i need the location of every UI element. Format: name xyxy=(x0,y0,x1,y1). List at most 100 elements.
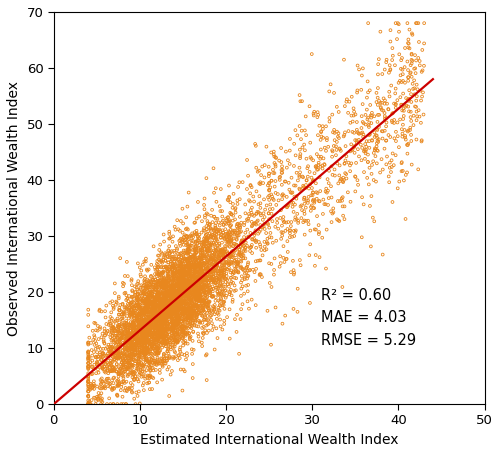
Point xyxy=(168,327,176,334)
Point xyxy=(145,301,153,309)
Point xyxy=(194,278,202,285)
Point xyxy=(154,323,162,330)
Point xyxy=(159,269,167,276)
Point xyxy=(173,293,181,300)
Point xyxy=(198,288,205,296)
Point xyxy=(176,289,184,296)
Point xyxy=(182,276,190,283)
Point xyxy=(205,262,213,269)
Point xyxy=(161,281,169,288)
Point xyxy=(194,240,202,247)
Point xyxy=(226,253,234,261)
Point xyxy=(162,264,170,271)
Point xyxy=(189,254,197,261)
Point xyxy=(145,301,153,308)
Point xyxy=(205,327,213,334)
Point xyxy=(204,297,212,305)
Point xyxy=(180,290,188,297)
Point xyxy=(179,309,187,316)
Point xyxy=(124,272,132,280)
Point xyxy=(200,330,207,337)
Point xyxy=(128,305,136,312)
Point xyxy=(166,253,174,261)
Point xyxy=(118,311,126,318)
Point xyxy=(114,352,122,359)
Point xyxy=(160,302,168,309)
Point xyxy=(227,237,235,244)
Point xyxy=(182,273,190,280)
Point xyxy=(190,303,198,311)
Point xyxy=(196,304,203,311)
Point xyxy=(151,330,159,337)
Point xyxy=(144,287,152,295)
Point xyxy=(304,165,312,172)
Point xyxy=(158,328,166,335)
Point xyxy=(312,180,320,187)
Point xyxy=(214,258,222,266)
Point xyxy=(238,301,246,308)
Point xyxy=(141,301,149,309)
Point xyxy=(224,266,232,273)
Point xyxy=(146,367,154,375)
Point xyxy=(316,155,324,163)
Point xyxy=(140,314,148,321)
Point xyxy=(188,304,196,311)
Point xyxy=(176,355,184,362)
Point xyxy=(188,316,196,323)
Point xyxy=(194,244,202,251)
Point xyxy=(141,331,149,338)
Point xyxy=(222,238,230,246)
Point xyxy=(200,297,208,304)
Point xyxy=(238,264,246,271)
Point xyxy=(170,294,178,301)
Point xyxy=(144,338,152,345)
Point xyxy=(184,313,192,321)
Point xyxy=(158,281,166,288)
Point xyxy=(225,288,233,296)
Point xyxy=(202,291,209,299)
Point xyxy=(189,252,197,260)
Point xyxy=(310,196,318,203)
Point xyxy=(164,295,172,302)
Point xyxy=(225,283,233,290)
Point xyxy=(147,361,155,369)
Point xyxy=(408,30,416,37)
Point xyxy=(145,313,153,321)
Point xyxy=(193,296,201,303)
Point xyxy=(270,159,278,167)
Point xyxy=(336,178,344,185)
Point xyxy=(203,309,211,316)
Point xyxy=(164,306,172,313)
Point xyxy=(170,271,178,278)
Point xyxy=(170,318,177,326)
Point xyxy=(163,333,171,340)
Point xyxy=(350,108,358,115)
Point xyxy=(143,304,151,311)
Point xyxy=(88,357,96,364)
Point xyxy=(201,267,209,275)
Point xyxy=(128,341,136,349)
Point xyxy=(92,360,100,368)
Point xyxy=(190,278,198,285)
Point xyxy=(280,254,287,262)
Point xyxy=(140,335,148,342)
Point xyxy=(164,312,172,320)
Point xyxy=(372,143,380,150)
Point xyxy=(407,117,415,124)
Point xyxy=(178,259,186,266)
Point xyxy=(142,317,150,324)
Point xyxy=(196,261,203,268)
Point xyxy=(205,252,213,259)
Point xyxy=(210,346,218,353)
Point xyxy=(135,287,143,295)
Point xyxy=(182,332,190,340)
Point xyxy=(129,332,137,340)
Point xyxy=(164,290,172,297)
Point xyxy=(204,242,212,249)
Point xyxy=(128,313,136,320)
Point xyxy=(106,349,114,356)
Point xyxy=(412,69,420,77)
Point xyxy=(120,310,128,317)
Point xyxy=(108,336,116,343)
Point xyxy=(188,278,196,285)
